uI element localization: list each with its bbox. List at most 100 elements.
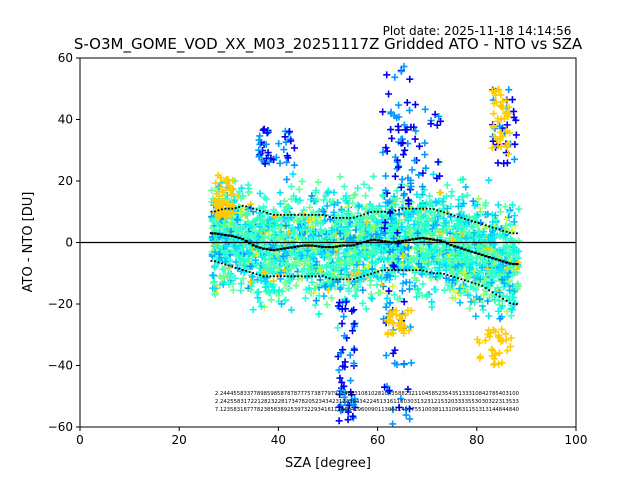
data-point: [247, 278, 255, 286]
data-point: [308, 222, 316, 230]
data-point: [404, 244, 412, 252]
mean-line-mark: [359, 242, 363, 245]
minus-std-mark: [398, 269, 400, 272]
data-point: [383, 147, 391, 155]
data-point: [239, 192, 247, 200]
mean-line-mark: [473, 251, 477, 254]
data-point: [290, 192, 298, 200]
plot-date: Plot date: 2025-11-18 14:14:56: [383, 24, 572, 38]
data-point: [402, 208, 410, 216]
minus-std-mark: [304, 275, 307, 278]
data-point: [285, 277, 293, 285]
mean-line-mark: [404, 239, 408, 242]
data-point: [435, 270, 443, 278]
data-point: [403, 214, 411, 222]
plus-std-mark: [481, 223, 484, 226]
data-point: [336, 259, 344, 267]
data-point: [312, 197, 320, 205]
data-point: [496, 122, 504, 130]
data-point: [237, 267, 245, 275]
plus-std-mark: [269, 213, 272, 215]
data-point: [497, 128, 505, 136]
data-point: [282, 203, 290, 211]
data-point: [265, 230, 273, 238]
data-point: [390, 253, 398, 261]
data-point: [395, 126, 403, 134]
data-point: [437, 249, 445, 257]
data-point: [272, 217, 280, 225]
data-point: [427, 208, 435, 216]
data-point: [290, 230, 298, 238]
data-point: [429, 170, 437, 178]
data-point: [488, 246, 496, 254]
mean-line-mark: [244, 239, 248, 243]
data-point: [394, 295, 402, 303]
data-point: [376, 289, 384, 297]
minus-std-mark: [463, 279, 466, 282]
data-point: [503, 308, 511, 316]
data-point: [389, 282, 397, 290]
data-point: [503, 265, 511, 273]
minus-std-mark: [335, 278, 338, 281]
data-point: [485, 282, 493, 290]
data-point: [415, 260, 423, 268]
minus-std-mark: [352, 278, 355, 280]
data-point: [499, 249, 507, 257]
data-point: [419, 183, 427, 191]
data-point: [502, 108, 510, 116]
mean-line-mark: [209, 232, 214, 235]
plus-std-mark: [325, 214, 327, 217]
y-tick-label: 0: [65, 236, 73, 250]
minus-std-mark: [300, 275, 303, 278]
data-point: [495, 349, 503, 357]
data-point: [244, 254, 252, 262]
data-point: [276, 159, 284, 167]
plus-std-mark: [339, 217, 341, 219]
mean-line-mark: [286, 246, 290, 250]
data-point: [510, 107, 518, 115]
data-point: [351, 214, 359, 222]
data-point: [462, 256, 470, 264]
data-point: [304, 247, 312, 255]
mean-line-mark: [504, 261, 509, 264]
data-point: [463, 191, 471, 199]
data-point: [485, 312, 493, 320]
plus-std-mark: [286, 213, 289, 216]
data-point: [387, 215, 395, 223]
data-point: [444, 244, 452, 252]
minus-std-mark: [321, 275, 324, 278]
y-tick-label: −40: [48, 359, 73, 373]
data-point: [350, 267, 358, 275]
data-point: [384, 329, 392, 337]
minus-std-mark: [318, 275, 320, 278]
data-point: [343, 210, 351, 218]
plus-std-mark: [259, 209, 261, 212]
data-point: [494, 284, 502, 292]
data-point: [463, 222, 471, 230]
mean-line-mark: [369, 238, 373, 241]
data-point: [281, 279, 289, 287]
plus-std-mark: [332, 217, 334, 219]
minus-std-mark: [339, 278, 341, 281]
data-point: [390, 263, 398, 271]
data-point: [476, 208, 484, 216]
plus-std-mark: [505, 230, 508, 233]
data-point: [360, 275, 368, 283]
minus-std-mark: [255, 273, 258, 276]
data-point: [236, 224, 244, 232]
minus-std-mark: [266, 275, 268, 278]
data-point: [370, 223, 378, 231]
data-point: [412, 127, 420, 135]
data-point: [277, 269, 285, 277]
data-point: [397, 223, 405, 231]
data-point: [400, 62, 408, 70]
data-point: [407, 176, 415, 184]
data-point: [221, 186, 229, 194]
data-point: [511, 140, 519, 148]
plus-std-mark: [418, 207, 421, 210]
plus-std-mark: [460, 216, 463, 219]
data-point: [259, 261, 267, 269]
data-point: [315, 292, 323, 300]
data-point: [472, 220, 480, 228]
data-point: [316, 228, 324, 236]
